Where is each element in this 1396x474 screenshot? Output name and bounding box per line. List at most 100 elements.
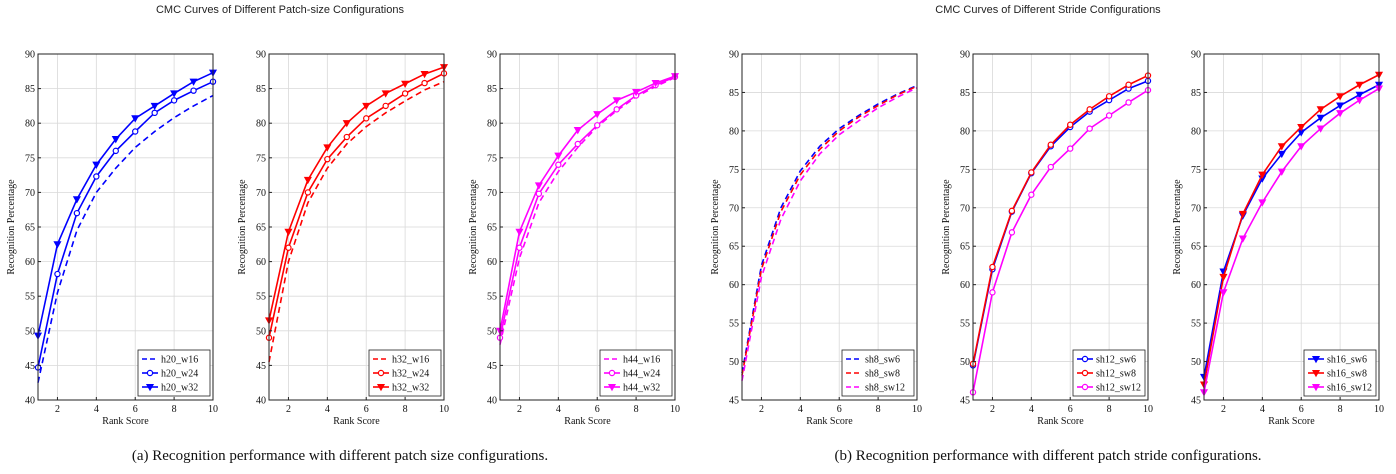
y-tick-label: 45 — [960, 396, 970, 407]
x-tick-label: 6 — [595, 404, 600, 415]
legend-label-sh8_sw6: sh8_sw6 — [865, 355, 900, 366]
x-tick-label: 4 — [325, 404, 330, 415]
y-tick-label: 40 — [256, 396, 266, 407]
series-line-h32_w32 — [268, 66, 445, 321]
y-tick-label: 90 — [487, 50, 497, 61]
data-point-sh12_sw12 — [1105, 112, 1113, 119]
x-tick-label: 8 — [634, 404, 639, 415]
data-point-h44_w24 — [535, 190, 543, 197]
legend-label-h20_w24: h20_w24 — [161, 369, 198, 380]
data-point-sh16_sw12 — [1238, 235, 1247, 243]
data-point-h44_w32 — [651, 80, 660, 88]
y-tick-label: 65 — [960, 242, 970, 253]
plot-area — [1204, 54, 1379, 400]
legend-label-sh16_sw12: sh16_sw12 — [1327, 383, 1372, 394]
y-tick-label: 90 — [1191, 50, 1201, 61]
data-point-sh12_sw8 — [1086, 106, 1093, 113]
data-point-sh16_sw8 — [1258, 171, 1267, 179]
y-tick-label: 80 — [1191, 126, 1201, 137]
series-line-h44_w16 — [499, 76, 676, 345]
data-point-h20_w32 — [111, 136, 120, 144]
y-tick-label: 80 — [25, 119, 35, 130]
y-tick-label: 45 — [729, 396, 739, 407]
chart-3: 2 4 6 8 10 40 45 50 55 60 65 70 75 80 85 90 Rank Score Re… — [468, 50, 680, 428]
y-tick-label: 55 — [960, 319, 970, 330]
data-point-sh16_sw6 — [1277, 150, 1286, 159]
plot-frame — [741, 53, 918, 401]
series-line-h44_w24 — [499, 76, 676, 338]
y-tick-label: 50 — [487, 326, 497, 337]
x-tick-label: 10 — [439, 404, 449, 415]
y-tick-label: 80 — [729, 126, 739, 137]
y-axis-label: Recognition Percentage — [1172, 179, 1183, 275]
y-tick-label: 40 — [487, 396, 497, 407]
y-tick-label: 85 — [25, 84, 35, 95]
legend-marker-sh12_sw6 — [1081, 355, 1089, 363]
data-point-h44_w32 — [632, 89, 641, 97]
x-tick-label: 8 — [876, 404, 881, 415]
data-point-sh12_sw8 — [1008, 207, 1016, 215]
data-point-h44_w32 — [534, 182, 543, 190]
series-line-h32_w16 — [268, 80, 445, 363]
x-tick-label: 4 — [556, 404, 561, 415]
chart-2: 2 4 6 8 10 40 45 50 55 60 65 70 75 80 85 90 Rank Score Re… — [237, 50, 449, 428]
legend-marker-sh16_sw6 — [1311, 355, 1321, 364]
x-axis-label: Rank Score — [1268, 416, 1315, 427]
legend-marker-sh16_sw8 — [1311, 369, 1321, 378]
y-tick-label: 65 — [729, 242, 739, 253]
data-point-sh16_sw12 — [1355, 97, 1364, 105]
x-tick-label: 6 — [837, 404, 842, 415]
legend-label-sh12_sw12: sh12_sw12 — [1096, 383, 1141, 394]
plot-area — [742, 54, 917, 400]
y-tick-label: 85 — [256, 84, 266, 95]
data-point-h32_w24 — [363, 115, 370, 122]
data-point-h20_w24 — [151, 109, 158, 117]
data-point-sh16_sw8 — [1219, 273, 1228, 282]
x-tick-label: 4 — [1260, 404, 1265, 415]
data-point-h20_w32 — [92, 161, 101, 169]
x-tick-label: 2 — [517, 404, 522, 415]
legend-box — [841, 349, 915, 397]
chart-1: 2 4 6 8 10 40 45 50 55 60 65 70 75 80 85 90 Rank Score Re… — [6, 50, 218, 428]
data-point-h32_w32 — [362, 102, 371, 111]
y-tick-label: 45 — [25, 361, 35, 372]
x-tick-label: 2 — [990, 404, 995, 415]
x-tick-label: 6 — [133, 404, 138, 415]
data-point-sh16_sw12 — [1336, 110, 1345, 118]
data-point-sh12_sw8 — [1028, 169, 1035, 176]
y-tick-label: 80 — [256, 119, 266, 130]
y-tick-label: 75 — [1191, 165, 1201, 176]
legend-marker-sh12_sw8 — [1081, 369, 1089, 377]
x-tick-label: 6 — [1068, 404, 1073, 415]
legend-marker-h20_w24 — [146, 369, 154, 377]
data-point-sh12_sw12 — [1086, 125, 1093, 132]
data-point-h44_w32 — [593, 111, 602, 119]
data-point-h32_w32 — [420, 71, 429, 79]
legend-label-sh16_sw8: sh16_sw8 — [1327, 369, 1367, 380]
x-axis-label: Rank Score — [564, 416, 611, 427]
data-point-sh16_sw6 — [1316, 114, 1325, 123]
y-tick-label: 65 — [25, 223, 35, 234]
data-point-h32_w32 — [342, 120, 351, 128]
y-tick-label: 55 — [487, 292, 497, 303]
plot-area — [973, 54, 1148, 400]
y-tick-label: 60 — [960, 280, 970, 291]
y-tick-label: 45 — [487, 361, 497, 372]
data-point-h32_w24 — [382, 102, 389, 110]
y-axis-label: Recognition Percentage — [237, 179, 248, 275]
y-tick-label: 70 — [487, 188, 497, 199]
data-point-sh16_sw12 — [1316, 125, 1325, 133]
series-line-sh16_sw8 — [1203, 74, 1380, 385]
data-point-h44_w32 — [573, 127, 582, 135]
y-tick-label: 55 — [256, 292, 266, 303]
data-point-h32_w24 — [285, 244, 292, 251]
legend-label-h32_w16: h32_w16 — [392, 355, 429, 366]
data-point-h20_w32 — [189, 78, 198, 86]
data-point-h20_w32 — [72, 196, 81, 204]
legend-marker-sh12_sw12 — [1081, 383, 1089, 391]
y-tick-label: 45 — [256, 361, 266, 372]
data-point-h44_w32 — [515, 228, 524, 237]
legend: h32_w16 h32_w24 h32_w32 — [368, 349, 442, 397]
plot-frame — [1203, 53, 1380, 401]
data-point-sh16_sw8 — [1297, 123, 1306, 132]
